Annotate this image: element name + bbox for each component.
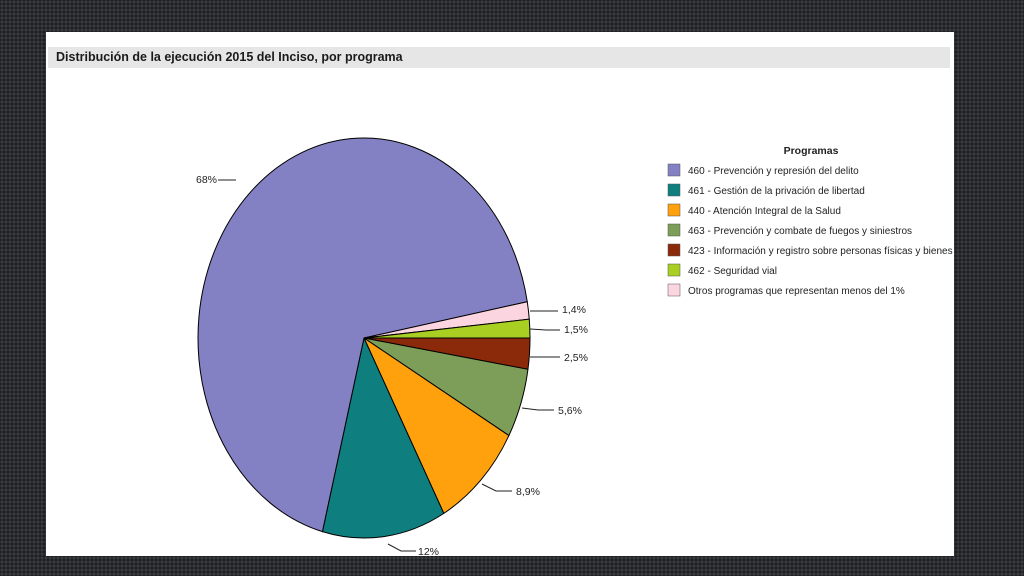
slice-percent-label: 1,5% [564,324,588,336]
legend-swatch [667,283,681,297]
slice-percent-label: 1,4% [562,304,586,316]
pie-slices [197,137,531,539]
legend-swatch [667,163,681,177]
chart-title: Distribución de la ejecución 2015 del In… [56,50,403,64]
label-leader-line [387,543,416,552]
legend-entry-label: 440 - Atención Integral de la Salud [688,206,841,217]
label-leader-line [521,407,554,411]
slice-percent-label: 2,5% [564,352,588,364]
slice-percent-label: 8,9% [516,486,540,498]
legend-swatch [667,223,681,237]
slide-panel: Distribución de la ejecución 2015 del In… [46,32,954,556]
legend-entry-label: 423 - Información y registro sobre perso… [688,246,953,257]
chart-title-bar: Distribución de la ejecución 2015 del In… [48,47,950,68]
legend: Programas 460 - Prevención y represión d… [667,145,953,297]
legend-swatch [667,183,681,197]
pie-chart: 68% 12% 8,9% 5,6% 2,5% 1,5% 1,4% Programas 460… [196,137,953,556]
legend-entry-label: 460 - Prevención y represión del delito [688,166,859,177]
legend-entry-label: Otros programas que representan menos de… [688,286,905,297]
label-leader-line [481,483,512,492]
legend-title: Programas [784,145,839,157]
legend-swatch [667,243,681,257]
slice-percent-label: 68% [196,174,217,186]
legend-entry-label: 463 - Prevención y combate de fuegos y s… [688,226,912,237]
pie-slice [362,336,510,515]
slice-percent-label: 12% [418,546,439,556]
legend-swatch [667,203,681,217]
pie-slice [363,318,531,339]
legend-entry-label: 462 - Seguridad vial [688,266,777,277]
legend-entry-label: 461 - Gestión de la privación de liberta… [688,186,865,197]
pie-slice [197,137,528,533]
legend-swatch [667,263,681,277]
slice-labels: 68% 12% 8,9% 5,6% 2,5% 1,5% 1,4% [196,174,588,556]
slice-percent-label: 5,6% [558,405,582,417]
pie-slice [321,336,445,539]
label-leader-line [529,328,560,331]
